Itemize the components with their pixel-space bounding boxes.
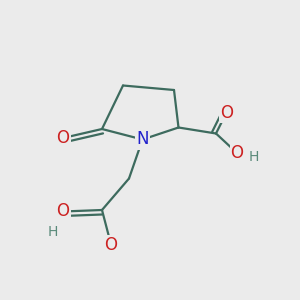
Text: O: O (230, 144, 244, 162)
Text: H: H (248, 150, 259, 164)
Text: H: H (47, 226, 58, 239)
Text: O: O (56, 129, 70, 147)
Text: O: O (104, 236, 118, 253)
Text: O: O (56, 202, 70, 220)
Text: O: O (220, 103, 233, 122)
Text: N: N (136, 130, 149, 148)
